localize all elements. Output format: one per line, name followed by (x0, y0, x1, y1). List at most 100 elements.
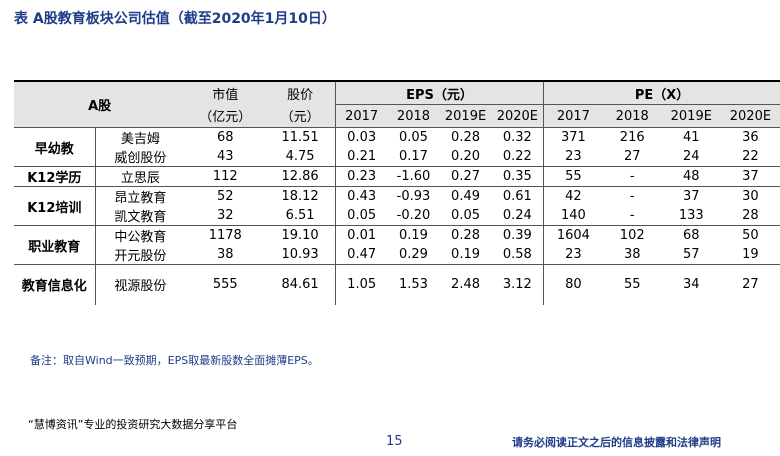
value: 102 (619, 228, 645, 243)
header-year: 2018 (387, 104, 440, 128)
value: 0.28 (451, 228, 480, 243)
group-name: 早幼教 (14, 127, 96, 167)
value: 30 (742, 189, 759, 204)
value: 0.29 (398, 247, 428, 262)
footer-left: “慧博资讯”专业的投资研究大数据分享平台 (28, 418, 238, 431)
value: 1604 (543, 225, 603, 245)
value: 133 (678, 208, 704, 223)
header-year: 2018 (602, 104, 662, 128)
value: 0.19 (451, 247, 480, 262)
value: 36 (742, 130, 759, 145)
value: 6.51 (285, 208, 315, 223)
value: 0.19 (398, 228, 428, 243)
value: 19.10 (281, 228, 319, 243)
row: K12培训 昂立教育 52 18.12 0.43 -0.93 0.49 0.61 42 - 37 30 (14, 186, 780, 226)
header-cap: 市值 (185, 81, 266, 105)
value: - (629, 189, 635, 204)
company: 立思辰 (120, 171, 160, 186)
value: 24 (683, 149, 700, 164)
header-year: 2020E (491, 104, 544, 128)
value: 0.17 (398, 149, 428, 164)
value: 52 (216, 189, 234, 204)
row: K12学历 立思辰 112 12.86 0.23 -1.60 0.27 0.35 55 - 48 37 (14, 166, 780, 187)
group-name: 职业教育 (14, 225, 96, 265)
value: 0.21 (334, 147, 388, 167)
value: 34 (683, 277, 700, 293)
value: 4.75 (285, 149, 315, 164)
company: 昂立教育 (114, 191, 167, 206)
value: 0.27 (451, 169, 480, 184)
header-year: 2017 (334, 104, 388, 128)
value: 1.05 (334, 264, 388, 305)
value: 32 (216, 208, 234, 223)
value: 48 (683, 169, 700, 184)
value: 0.58 (502, 247, 532, 262)
value: 11.51 (281, 130, 319, 145)
row: （亿元） （元） 2017 2018 2019E 2020E 2017 2018 2019E 20… (14, 104, 780, 128)
header-eps: EPS（元） (334, 81, 544, 105)
value: 140 (543, 206, 603, 226)
header-year: 2020E (720, 104, 780, 128)
company: 美吉姆 (120, 132, 160, 147)
value: 37 (742, 169, 759, 184)
value: 0.43 (334, 186, 388, 206)
value: 1.53 (398, 277, 428, 293)
value: 68 (216, 130, 234, 145)
value: 555 (212, 277, 238, 293)
group-name: K12培训 (14, 186, 96, 226)
company: 视源股份 (114, 279, 167, 295)
value: 0.23 (334, 166, 388, 187)
value: 0.47 (334, 245, 388, 265)
value: 2.48 (451, 277, 480, 293)
value: 80 (543, 264, 603, 305)
footer-right: 请务必阅读正文之后的信息披露和法律声明 (512, 436, 721, 449)
value: 0.39 (502, 228, 532, 243)
group-name: K12学历 (14, 166, 96, 187)
header-cap-unit: （亿元） (185, 104, 266, 128)
row: 凯文教育 32 6.51 0.05 -0.20 0.05 0.24 140 - 133 28 (14, 206, 780, 226)
value: -0.20 (396, 208, 431, 223)
value: 55 (543, 166, 603, 187)
value: - (629, 208, 635, 223)
header-year: 2019E (439, 104, 492, 128)
value: 38 (623, 247, 641, 262)
row: 教育信息化 视源股份 555 84.61 1.05 1.53 2.48 3.12 80 55 34 2… (14, 264, 780, 305)
value: 0.22 (502, 149, 532, 164)
value: 84.61 (281, 277, 319, 293)
value: 10.93 (281, 247, 319, 262)
company: 凯文教育 (114, 210, 167, 225)
header-price: 股价 (265, 81, 336, 105)
value: 3.12 (502, 277, 532, 293)
row: A股 市值 股价 EPS（元） PE（X） (14, 81, 780, 128)
value: 27 (742, 277, 759, 293)
value: -1.60 (396, 169, 431, 184)
row: 开元股份 38 10.93 0.47 0.29 0.19 0.58 23 38 57 19 (14, 245, 780, 265)
value: 68 (683, 228, 700, 243)
group-name: 教育信息化 (14, 264, 96, 305)
value: 38 (216, 247, 234, 262)
row: 早幼教 美吉姆 68 11.51 0.03 0.05 0.28 0.32 371 216 41 36 (14, 127, 780, 167)
value: 0.05 (334, 206, 388, 226)
page-number: 15 (386, 434, 403, 449)
value: 0.49 (451, 189, 480, 204)
company: 开元股份 (114, 249, 167, 264)
value: 27 (623, 149, 641, 164)
value: -0.93 (396, 189, 431, 204)
value: 216 (619, 130, 645, 145)
value: 0.03 (334, 127, 388, 147)
value: 1178 (208, 228, 242, 243)
value: 0.05 (451, 208, 480, 223)
header-pe: PE（X） (543, 81, 780, 105)
company: 威创股份 (114, 151, 167, 166)
value: 0.24 (502, 208, 532, 223)
value: 0.05 (398, 130, 428, 145)
value: 43 (216, 149, 234, 164)
value: 0.28 (451, 130, 480, 145)
header-year: 2017 (543, 104, 603, 128)
title: 表 A股教育板块公司估值（截至2020年1月10日） (14, 11, 336, 27)
value: 55 (623, 277, 641, 293)
value: 22 (742, 149, 759, 164)
value: 50 (742, 228, 759, 243)
value: 57 (683, 247, 700, 262)
